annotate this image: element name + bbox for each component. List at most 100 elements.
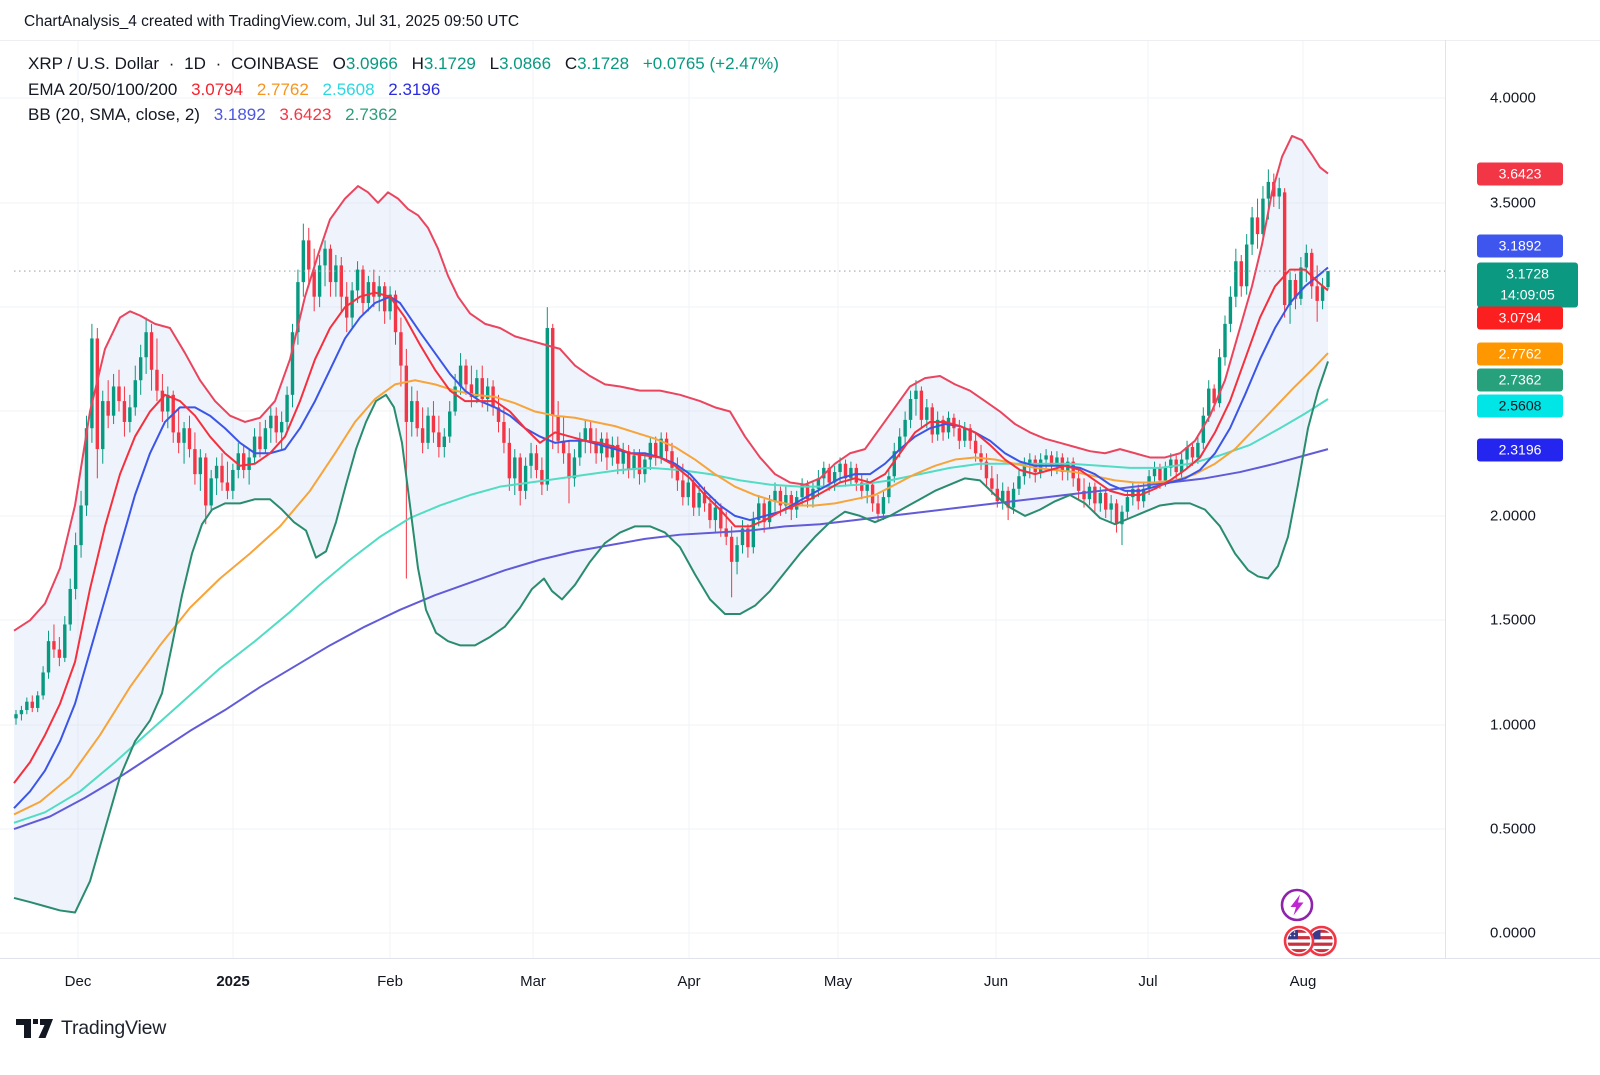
ema20-value: 3.0794	[191, 79, 244, 99]
candle-body	[583, 428, 587, 441]
candle-body	[827, 467, 831, 483]
candle-body	[610, 444, 615, 458]
candle-body	[73, 545, 78, 589]
ema-200-line	[13, 448, 1329, 830]
candle-body	[404, 365, 409, 422]
candle-body	[388, 294, 392, 312]
candle-body	[762, 503, 766, 523]
candle-body	[773, 490, 777, 502]
candle-body	[1169, 459, 1173, 468]
candle-body	[518, 457, 522, 491]
candle-body	[523, 465, 528, 491]
candle-body	[513, 457, 517, 479]
candle-body	[41, 672, 45, 696]
candle-body	[258, 436, 262, 450]
tradingview-logo[interactable]: TradingView	[16, 1017, 166, 1040]
bb-basis-badge: 3.1892	[1477, 234, 1563, 258]
candle-body	[908, 399, 913, 420]
candle-body	[664, 438, 669, 452]
legend-ema-row[interactable]: EMA 20/50/100/200 3.0794 2.7762 2.5608 2…	[28, 77, 779, 103]
tradingview-mark-icon	[16, 1018, 53, 1038]
y-axis-label: 4.0000	[1490, 89, 1536, 107]
candle-body	[1250, 217, 1254, 245]
legend-bb-row[interactable]: BB (20, SMA, close, 2) 3.1892 3.6423 2.7…	[28, 102, 779, 128]
ema50-badge: 2.7762	[1477, 342, 1563, 366]
separator: ·	[215, 54, 222, 73]
candle-body	[176, 432, 181, 443]
candle-body	[106, 401, 110, 416]
candle-body	[138, 357, 143, 381]
candle-body	[155, 369, 159, 391]
y-axis-label: 0.0000	[1490, 924, 1536, 942]
candle-body	[485, 386, 490, 399]
candle-body	[919, 390, 924, 420]
candle-body	[220, 465, 224, 483]
candle-body	[1228, 296, 1233, 324]
candle-body	[697, 492, 701, 508]
candle-body	[800, 484, 804, 498]
candle-body	[133, 380, 137, 408]
candle-body	[84, 428, 89, 506]
candle-body	[339, 265, 343, 297]
candle-body	[231, 469, 235, 491]
candle-body	[1315, 286, 1319, 301]
candle-body	[952, 417, 956, 429]
bb-basis-value: 3.1892	[213, 105, 266, 124]
candle-body	[746, 528, 750, 548]
candle-body	[903, 419, 907, 437]
candle-body	[1266, 181, 1271, 199]
candle-body	[279, 421, 284, 433]
legend-symbol-row[interactable]: XRP / U.S. Dollar · 1D · COINBASE O3.096…	[28, 51, 779, 77]
candle-body	[1185, 447, 1189, 460]
candle-body	[556, 415, 560, 441]
candle-wick	[1045, 449, 1047, 473]
candle-body	[870, 484, 875, 504]
candle-body	[1125, 497, 1130, 512]
candle-body	[252, 436, 257, 458]
candle-body	[95, 338, 100, 450]
candle-body	[1234, 261, 1238, 297]
ema200-badge: 2.3196	[1477, 438, 1563, 462]
candle-body	[117, 386, 121, 402]
candle-body	[1060, 457, 1065, 473]
bb-upper-line	[13, 134, 1329, 632]
candle-body	[1212, 388, 1216, 404]
candle-wick	[226, 461, 228, 500]
candle-body	[914, 390, 918, 399]
candle-body	[1028, 459, 1032, 464]
bb-upper-badge: 3.6423	[1477, 162, 1563, 186]
candle-body	[816, 478, 821, 489]
candle-body	[713, 507, 718, 521]
candle-body	[187, 428, 192, 450]
candle-body	[529, 453, 533, 466]
candle-body	[1120, 511, 1124, 525]
candle-body	[822, 467, 826, 479]
candle-body	[1239, 261, 1243, 287]
x-axis-label: Jul	[1138, 973, 1158, 990]
candle-body	[79, 505, 83, 546]
candle-body	[567, 453, 571, 479]
close-value: 3.1728	[577, 54, 630, 73]
candle-body	[616, 444, 620, 464]
candle-body	[182, 428, 186, 443]
candle-body	[274, 415, 278, 433]
candle-body	[1076, 478, 1081, 491]
candle-body	[1326, 271, 1330, 287]
candle-body	[751, 520, 756, 548]
candle-body	[361, 269, 365, 303]
last-price-badge: 3.1728 14:09:05	[1477, 262, 1578, 308]
ema20-badge: 3.0794	[1477, 306, 1563, 330]
candle-body	[984, 461, 989, 479]
candle-body	[1277, 188, 1281, 197]
candle-body	[377, 286, 381, 297]
candle-body	[52, 641, 56, 650]
candle-body	[285, 394, 289, 422]
candle-body	[957, 428, 962, 441]
candle-body	[735, 545, 739, 562]
candle-body	[1201, 415, 1206, 443]
candle-body	[204, 457, 208, 506]
candle-body	[789, 495, 793, 510]
candle-body	[334, 265, 338, 283]
candle-body	[643, 459, 647, 475]
